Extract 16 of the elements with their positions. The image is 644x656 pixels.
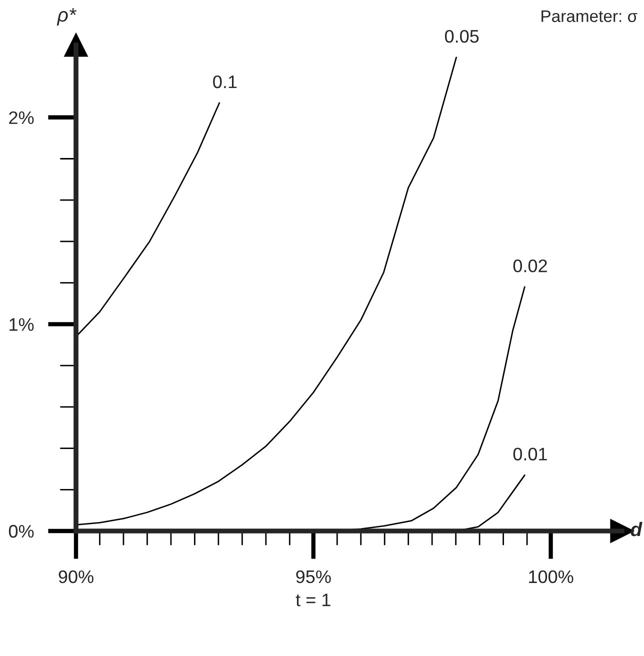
- y-axis-title: ρ*: [56, 8, 77, 26]
- x-tick-label: 100%: [529, 570, 574, 584]
- y-tick-label: 0%: [8, 524, 34, 538]
- x-tick-label: 95%: [296, 570, 331, 584]
- text: Parameter: σ: [542, 10, 638, 22]
- line-series: [76, 102, 220, 338]
- x-axis-title: d: [630, 522, 642, 536]
- y-tick-label: 1%: [10, 318, 34, 331]
- series-label: 0.1: [213, 75, 237, 88]
- text: t = 1: [296, 594, 330, 606]
- series-label: 0.05: [444, 30, 479, 43]
- line-series: [76, 56, 457, 526]
- series-label: 0.02: [513, 260, 547, 272]
- y-tick-label: 2%: [9, 111, 34, 124]
- series-label: 0.01: [513, 448, 547, 460]
- x-tick-label: 90%: [58, 570, 94, 584]
